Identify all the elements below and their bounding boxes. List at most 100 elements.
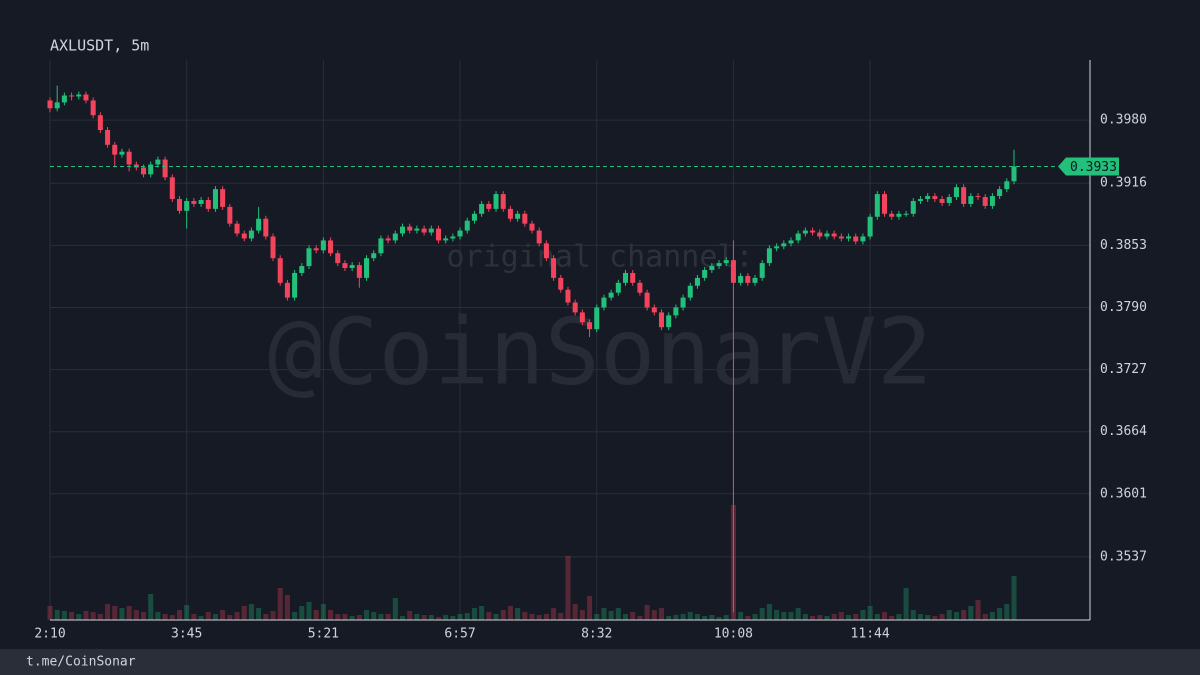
- candle-body: [198, 200, 204, 204]
- volume-bar: [371, 612, 377, 620]
- volume-bar: [335, 614, 341, 620]
- candle-body: [831, 233, 837, 237]
- volume-bar: [399, 616, 406, 620]
- volume-bar: [565, 556, 571, 620]
- volume-bar: [277, 588, 283, 620]
- volume-bar: [141, 612, 147, 620]
- y-tick-label: 0.3790: [1100, 300, 1147, 315]
- volume-bar: [881, 612, 888, 620]
- grid: [49, 60, 1090, 620]
- candle-body: [752, 277, 758, 283]
- candle-body: [608, 292, 614, 298]
- volume-bar: [932, 616, 938, 620]
- candle-body: [673, 307, 679, 316]
- candle-body: [428, 228, 434, 233]
- candle-body: [320, 240, 326, 251]
- volume-bar: [385, 614, 391, 620]
- candle-body: [903, 213, 909, 215]
- candle-body: [378, 238, 384, 254]
- candle-body: [723, 260, 729, 264]
- candle-body: [824, 233, 830, 237]
- candle-body: [421, 228, 427, 233]
- volume-bar: [910, 610, 916, 620]
- candle-body: [997, 189, 1003, 197]
- candle-body: [61, 95, 67, 103]
- candle-body: [385, 238, 391, 241]
- candle-body: [306, 248, 312, 267]
- volume-bar: [479, 606, 485, 620]
- volume-bar: [917, 614, 923, 620]
- candle-body: [694, 277, 700, 286]
- volume-bar: [810, 616, 816, 620]
- volume-bar: [220, 610, 226, 620]
- volume-bar: [831, 614, 837, 620]
- candle-layer: [47, 85, 1017, 613]
- volume-bar: [658, 608, 665, 620]
- candle-body: [860, 236, 866, 242]
- volume-bar: [673, 615, 679, 620]
- candle-body: [968, 196, 974, 204]
- volume-bar: [824, 616, 830, 620]
- candle-body: [781, 243, 787, 247]
- candle-body: [745, 275, 751, 283]
- candle-body: [464, 220, 470, 231]
- candle-body: [184, 200, 190, 211]
- volume-bar: [414, 614, 420, 620]
- volume-bar: [435, 617, 441, 620]
- candle-body: [630, 272, 636, 283]
- volume-bar: [169, 615, 175, 620]
- candle-body: [155, 159, 161, 165]
- candle-body: [975, 196, 981, 198]
- volume-bar: [623, 614, 629, 620]
- volume-bar: [666, 616, 672, 620]
- candle-body: [910, 200, 916, 214]
- candle-body: [946, 197, 952, 203]
- volume-bar: [450, 616, 456, 620]
- volume-bar: [838, 612, 844, 620]
- volume-bar: [795, 608, 801, 620]
- candle-body: [500, 194, 506, 209]
- volume-bar: [428, 615, 434, 620]
- volume-bar: [637, 616, 643, 620]
- volume-bar: [69, 612, 75, 620]
- volume-bar: [522, 612, 528, 620]
- candle-body: [212, 189, 218, 209]
- volume-bar: [961, 610, 967, 620]
- candle-body: [788, 240, 794, 244]
- candle-body: [270, 236, 276, 259]
- candle-body: [342, 263, 348, 269]
- volume-bar: [1004, 604, 1010, 620]
- candle-body: [241, 233, 247, 239]
- volume-bar: [119, 608, 125, 620]
- candle-body: [47, 100, 53, 109]
- candle-body: [587, 322, 593, 330]
- candle-body: [1011, 166, 1017, 182]
- volume-bar: [155, 612, 161, 620]
- candle-body: [529, 223, 535, 231]
- candle-body: [443, 238, 449, 241]
- candle-body: [953, 187, 959, 198]
- x-tick-label: 10:08: [714, 627, 753, 642]
- candle-body: [486, 203, 492, 209]
- volume-bar: [802, 614, 808, 620]
- volume-bar: [745, 616, 751, 620]
- volume-bar: [874, 614, 880, 620]
- volume-bar: [443, 615, 449, 620]
- volume-bar: [982, 614, 988, 620]
- candle-body: [543, 243, 549, 259]
- candle-body: [982, 197, 988, 206]
- candle-body: [69, 95, 75, 97]
- candle-body: [838, 236, 844, 239]
- volume-bar: [234, 612, 240, 620]
- y-tick-label: 0.3853: [1100, 238, 1147, 253]
- candle-body: [356, 265, 362, 278]
- volume-bar: [378, 614, 384, 620]
- candle-body: [709, 266, 715, 270]
- volume-bar: [457, 614, 463, 620]
- candle-body: [227, 206, 233, 224]
- volume-bar: [306, 602, 312, 620]
- volume-bar: [191, 614, 197, 620]
- volume-bar: [198, 616, 204, 620]
- candle-body: [579, 312, 585, 323]
